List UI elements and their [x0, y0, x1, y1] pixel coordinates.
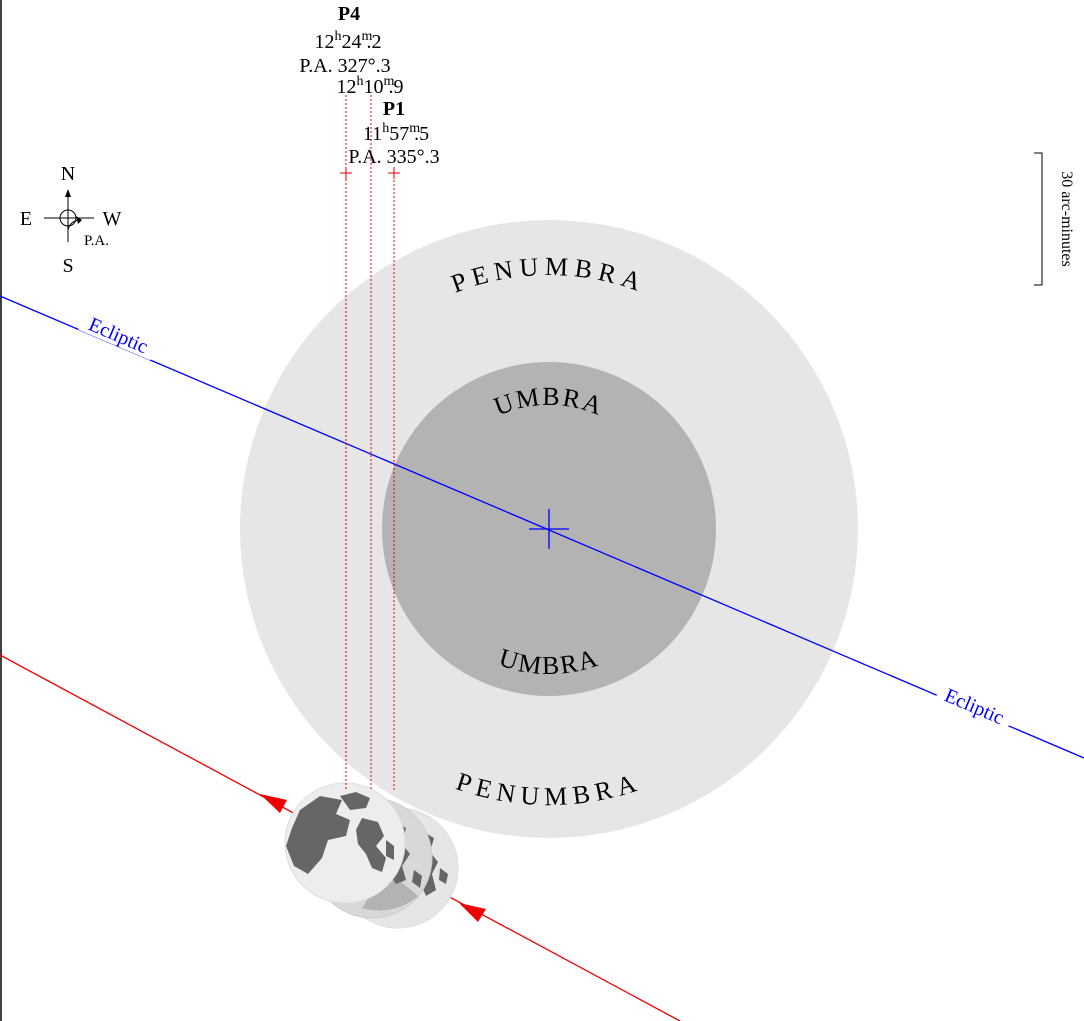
time-unit: m — [384, 74, 395, 89]
path-arrow — [260, 794, 287, 813]
greatest-time: 12h10m.9 — [337, 74, 404, 98]
time-value: 12 — [337, 76, 357, 98]
contact-time: 12h24m.2 — [315, 29, 382, 53]
compass-e: E — [20, 208, 32, 230]
time-unit: h — [357, 74, 364, 89]
time-value: .5 — [414, 123, 429, 145]
time-value: 57 — [389, 123, 409, 145]
scale-label: 30 arc-minutes — [1058, 171, 1075, 267]
scale-bar — [1034, 152, 1043, 286]
contact-label: P4 — [338, 3, 360, 25]
time-value: 12 — [315, 31, 335, 53]
time-value: 11 — [363, 123, 382, 145]
contact-label: P1 — [383, 98, 405, 120]
ecliptic-line — [0, 295, 1084, 759]
ecliptic-label: Ecliptic — [85, 314, 151, 359]
time-unit: h — [335, 29, 342, 44]
time-value: .2 — [366, 31, 381, 53]
time-unit: m — [409, 121, 420, 136]
time-value: .9 — [388, 76, 403, 98]
compass-n: N — [61, 163, 75, 185]
time-unit: m — [362, 29, 373, 44]
path-arrow — [459, 903, 486, 922]
ecliptic-label: Ecliptic — [941, 685, 1007, 730]
compass-w: W — [103, 208, 122, 230]
contact-time: 11h57m.5 — [363, 121, 429, 145]
time-value: 10 — [364, 76, 384, 98]
contact-markers — [340, 167, 400, 179]
time-unit: h — [382, 121, 389, 136]
label-bg — [934, 678, 1016, 732]
compass-pa: P.A. — [84, 233, 109, 249]
contact-pa: P.A. 327°.3 — [299, 55, 390, 77]
compass-s: S — [62, 255, 73, 277]
compass — [44, 189, 94, 242]
label-bg — [78, 307, 160, 361]
contact-pa: P.A. 335°.3 — [348, 146, 439, 168]
time-value: 24 — [342, 31, 362, 53]
moon-p4 — [284, 782, 406, 904]
